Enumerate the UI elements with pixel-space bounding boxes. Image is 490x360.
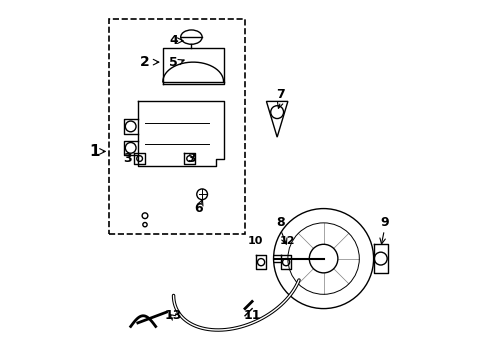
Text: 4: 4 (169, 34, 178, 47)
Circle shape (270, 106, 284, 118)
Text: 3: 3 (123, 152, 131, 165)
Text: 2: 2 (140, 55, 150, 69)
Text: 7: 7 (276, 88, 285, 101)
Text: 11: 11 (244, 309, 261, 322)
Text: 10: 10 (248, 236, 264, 246)
Text: 12: 12 (280, 236, 295, 246)
Text: 6: 6 (194, 202, 203, 215)
Bar (109, 19, 245, 234)
Text: 5: 5 (169, 55, 178, 69)
Text: 13: 13 (165, 309, 182, 322)
Text: 9: 9 (380, 216, 389, 229)
Text: 8: 8 (276, 216, 285, 229)
Text: 1: 1 (90, 144, 100, 159)
Text: 3: 3 (187, 152, 196, 165)
Circle shape (374, 252, 387, 265)
